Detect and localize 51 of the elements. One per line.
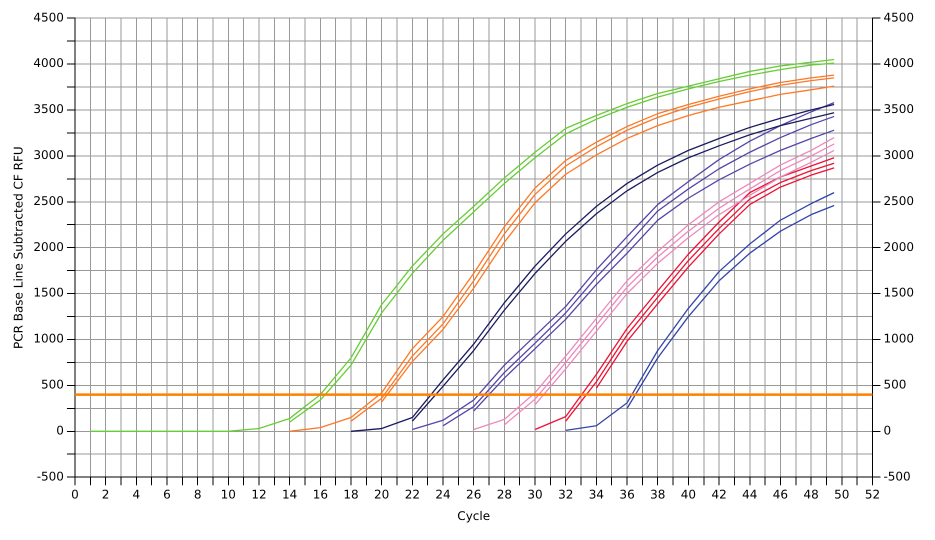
x-tick-label: 2 [102, 488, 110, 502]
y-tick-label: 500 [41, 378, 64, 392]
y-tick-label: 2500 [33, 194, 64, 208]
y-tick-label: 4000 [33, 56, 64, 70]
x-tick-label: 40 [680, 488, 696, 502]
y2-tick-label: 1000 [883, 332, 914, 346]
y-tick-label: 2000 [33, 240, 64, 254]
x-tick-label: 14 [282, 488, 298, 502]
y2-tick-label: 2000 [883, 240, 914, 254]
x-tick-label: 36 [619, 488, 635, 502]
x-axis-title: Cycle [457, 508, 490, 523]
y-axis-title: PCR Base Line Subtracted CF RFU [11, 146, 26, 350]
x-tick-label: 48 [803, 488, 819, 502]
x-tick-label: 0 [71, 488, 79, 502]
x-tick-label: 42 [711, 488, 727, 502]
x-tick-label: 44 [742, 488, 758, 502]
y-tick-label: 3000 [33, 148, 64, 162]
y2-tick-label: 4000 [883, 56, 914, 70]
x-tick-label: 28 [496, 488, 512, 502]
x-tick-label: 30 [527, 488, 543, 502]
x-tick-label: 38 [650, 488, 666, 502]
x-tick-label: 34 [588, 488, 604, 502]
x-tick-label: 26 [466, 488, 482, 502]
x-tick-label: 8 [194, 488, 202, 502]
x-tick-label: 16 [312, 488, 328, 502]
y-tick-label: 1000 [33, 332, 64, 346]
y2-tick-label: -500 [883, 469, 911, 484]
x-tick-label: 50 [834, 488, 850, 502]
x-tick-label: 4 [132, 488, 140, 502]
x-tick-label: 24 [435, 488, 451, 502]
y-tick-label: 0 [56, 423, 64, 438]
x-tick-label: 12 [251, 488, 267, 502]
x-tick-label: 52 [864, 488, 880, 502]
y2-tick-label: 1500 [883, 286, 914, 300]
y-tick-label: -500 [36, 469, 64, 484]
x-tick-label: 10 [220, 488, 236, 502]
y-tick-label: 4500 [33, 10, 64, 24]
y2-tick-label: 500 [883, 378, 906, 392]
y-tick-label: 3500 [33, 102, 64, 116]
x-tick-label: 22 [404, 488, 420, 502]
x-tick-label: 20 [374, 488, 390, 502]
y2-tick-label: 3000 [883, 148, 914, 162]
x-tick-label: 32 [558, 488, 574, 502]
x-tick-label: 46 [772, 488, 788, 502]
y2-tick-label: 3500 [883, 102, 914, 116]
y2-tick-label: 0 [883, 423, 892, 438]
x-tick-label: 6 [163, 488, 171, 502]
y2-tick-label: 2500 [883, 194, 914, 208]
x-tick-label: 18 [343, 488, 359, 502]
y2-tick-label: 4500 [883, 10, 914, 24]
y-tick-label: 1500 [33, 286, 64, 300]
